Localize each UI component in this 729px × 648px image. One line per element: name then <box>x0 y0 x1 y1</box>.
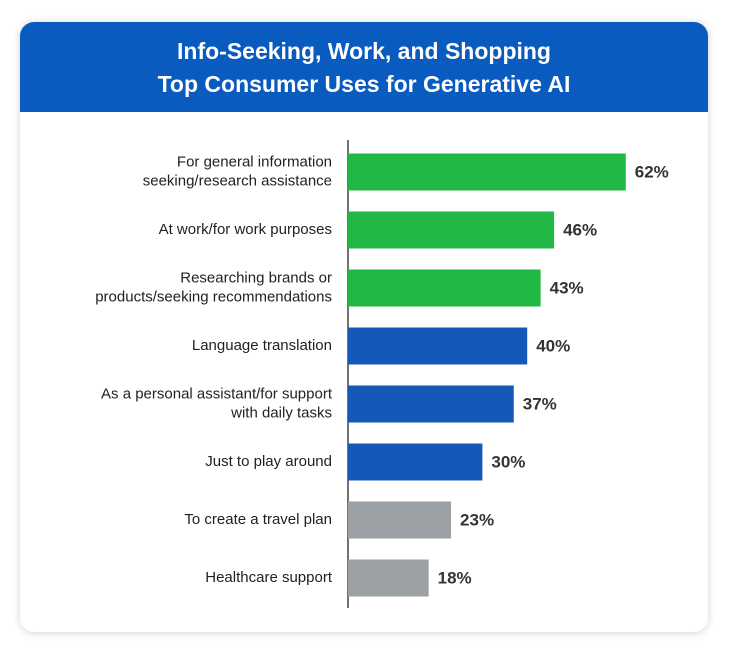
category-label: To create a travel plan <box>184 511 332 528</box>
category-label: Just to play around <box>205 453 332 470</box>
category-label: As a personal assistant/for support <box>101 385 333 402</box>
category-label: seeking/research assistance <box>143 172 332 189</box>
header-band <box>20 22 708 112</box>
value-label: 46% <box>563 220 597 239</box>
value-label: 18% <box>438 568 472 587</box>
bar <box>348 385 514 423</box>
category-label: with daily tasks <box>230 404 332 421</box>
category-label: Healthcare support <box>205 569 333 586</box>
card <box>20 22 708 632</box>
value-label: 40% <box>536 336 570 355</box>
category-label: At work/for work purposes <box>159 221 332 238</box>
bar <box>348 211 555 249</box>
value-label: 30% <box>491 452 525 471</box>
bar <box>348 559 429 597</box>
category-label: Language translation <box>192 337 332 354</box>
category-label: Researching brands or <box>180 269 332 286</box>
value-label: 43% <box>550 278 584 297</box>
chart-title: Top Consumer Uses for Generative AI <box>158 71 571 97</box>
bar <box>348 501 452 539</box>
bar <box>348 153 626 191</box>
value-label: 23% <box>460 510 494 529</box>
bar <box>348 443 483 481</box>
value-label: 62% <box>635 162 669 181</box>
category-label: For general information <box>177 153 332 170</box>
category-label: products/seeking recommendations <box>95 288 332 305</box>
chart-title: Info-Seeking, Work, and Shopping <box>177 38 551 64</box>
bar <box>348 269 541 307</box>
value-label: 37% <box>523 394 557 413</box>
bar <box>348 327 528 365</box>
